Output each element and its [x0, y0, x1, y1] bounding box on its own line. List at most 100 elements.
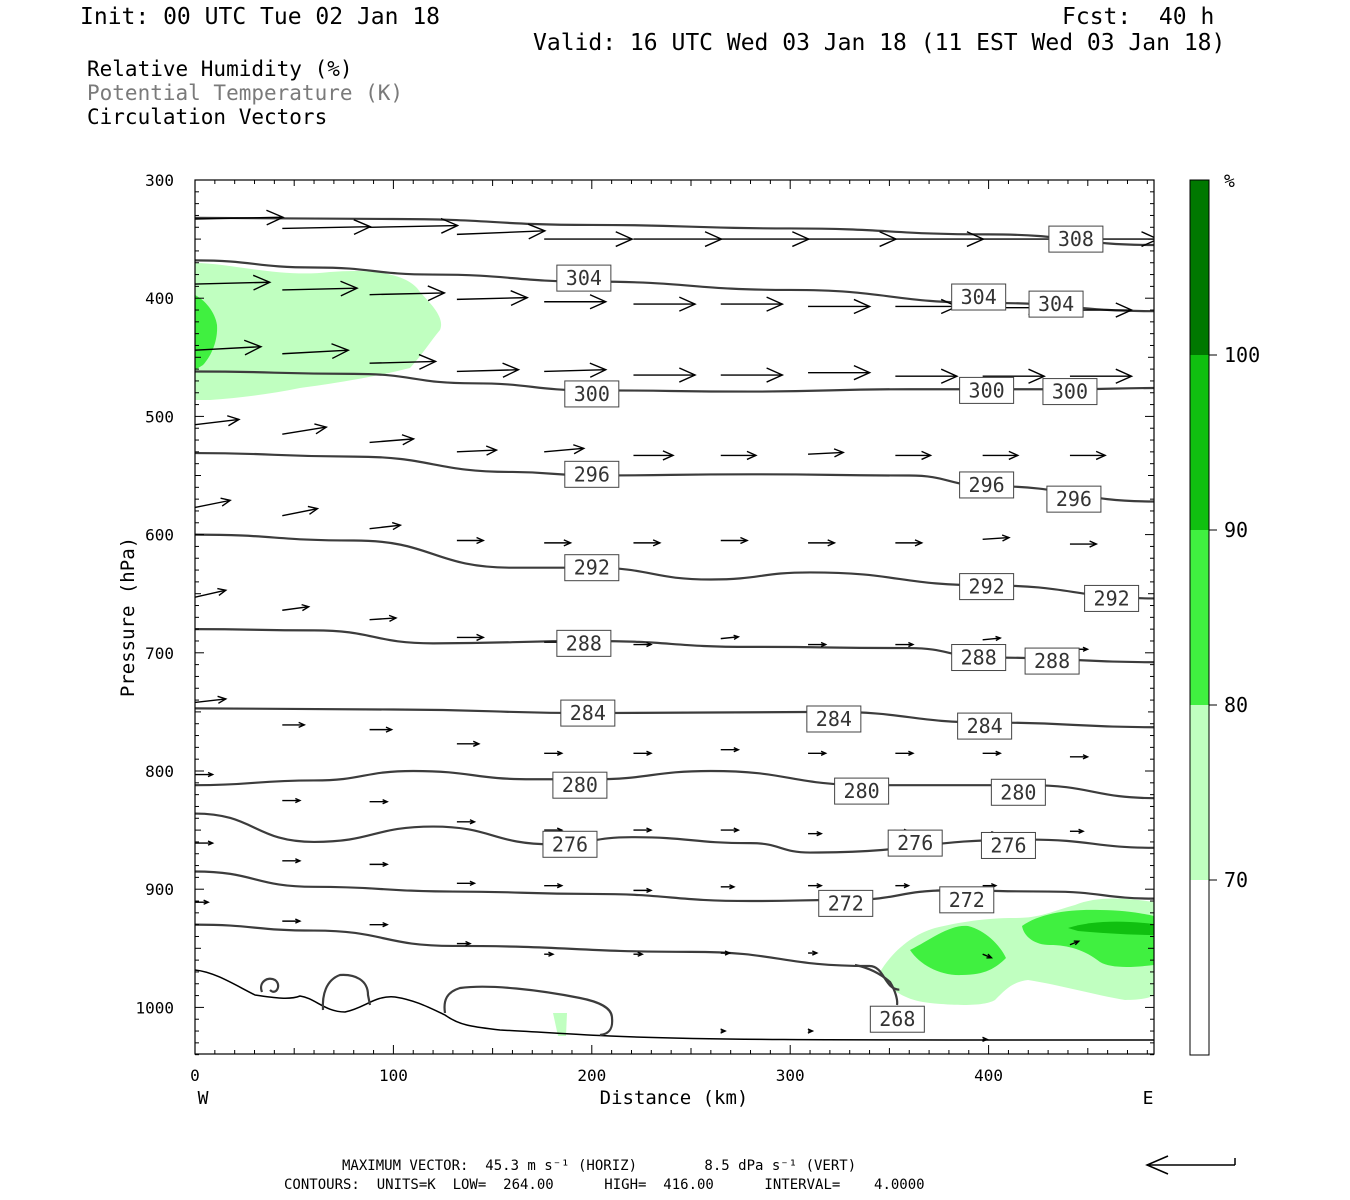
wind-vector: [1069, 754, 1090, 760]
contour-label-box: [887, 829, 943, 857]
wind-vector: [456, 223, 547, 240]
wind-vector: [633, 367, 697, 383]
wind-vector: [1069, 540, 1099, 548]
y-tick-labels: 300 400 500 600 700 800 900 1000: [135, 171, 174, 1017]
wind-vector: [982, 450, 1020, 461]
valid-time-label: Valid: 16 UTC Wed 03 Jan 18 (11 EST Wed …: [533, 30, 1226, 56]
wind-vector: [720, 231, 811, 248]
wind-vector: [195, 497, 232, 509]
wind-vector: [807, 1028, 815, 1034]
wind-vector: [456, 940, 472, 947]
wind-vector: [369, 921, 389, 928]
wind-vector: [369, 726, 394, 733]
colorbar-segment: [1190, 180, 1209, 355]
x-tick-label: 400: [974, 1066, 1003, 1085]
rh-80-area-east-1: [910, 925, 1006, 976]
theta-contour-268: [195, 923, 900, 991]
y-tick-label: 300: [145, 171, 174, 190]
wind-vector: [544, 444, 586, 455]
contour-label: 292: [574, 556, 610, 580]
wind-vector: [456, 819, 477, 825]
wind-vector: [282, 423, 328, 435]
wind-vector: [456, 536, 486, 545]
terrain-line: [195, 969, 1154, 1041]
wind-vector: [195, 209, 285, 226]
theta-contour-288: [195, 628, 1154, 664]
contour-label-box: [834, 777, 890, 805]
wind-vector: [808, 448, 845, 458]
contour-label: 288: [1034, 649, 1070, 673]
x-tick-label: 100: [379, 1066, 408, 1085]
theta-268-blob-3: [443, 985, 614, 1037]
wind-vector: [808, 231, 898, 248]
wind-vector: [195, 415, 241, 427]
wind-vector: [544, 231, 634, 248]
contour-label-box: [818, 889, 874, 917]
wind-vector: [633, 539, 662, 547]
wind-vector: [1069, 368, 1134, 384]
wind-vector: [195, 771, 215, 778]
wind-vector: [195, 587, 228, 598]
contour-label: 288: [961, 646, 997, 670]
wind-vector: [282, 797, 302, 804]
colorbar-level-label: 70: [1224, 868, 1248, 892]
wind-vector: [982, 953, 994, 959]
wind-vector: [895, 641, 915, 648]
colorbar-segment: [1190, 880, 1209, 1055]
wind-vector: [808, 882, 823, 889]
theta-contour-labels: 308 304 304 304 300 300 300 296 296 296 292 292 292 2…: [542, 225, 1140, 1033]
wind-vector: [808, 950, 819, 956]
contour-label: 284: [967, 714, 1003, 738]
wind-vector: [282, 858, 302, 864]
wind-vector: [369, 799, 389, 805]
x-end-east: E: [1143, 1088, 1154, 1109]
wind-vector: [369, 861, 389, 868]
terrain-boundary: [195, 963, 1154, 1041]
contour-label: 272: [949, 888, 985, 912]
wind-vector: [808, 364, 872, 381]
colorbar-level-label: 100: [1224, 343, 1260, 367]
wind-vector: [369, 614, 398, 623]
wind-vector: [633, 296, 697, 312]
wind-vector: [720, 950, 732, 956]
wind-vector: [544, 539, 573, 547]
wind-vector: [895, 450, 933, 461]
wind-vector: [720, 827, 741, 833]
wind-vector: [282, 280, 359, 297]
contour-label-box: [957, 712, 1013, 740]
x-end-west: W: [198, 1088, 209, 1109]
theta-contour-300: [195, 370, 1154, 393]
contour-label-box: [959, 573, 1015, 601]
contour-label-box: [1042, 378, 1098, 406]
wind-vector: [720, 1028, 727, 1034]
rh-colorbar: 70 80 90 100: [1189, 179, 1260, 1056]
contour-label-box: [959, 471, 1015, 499]
contour-label: 304: [961, 285, 997, 309]
contour-label-box: [564, 380, 620, 408]
y-tick-label: 600: [145, 526, 174, 545]
wind-vector: [282, 603, 311, 612]
contour-label-box: [806, 705, 862, 733]
colorbar-frame: [1189, 179, 1210, 1056]
contour-label-box: [951, 644, 1007, 672]
legend-relative-humidity: Relative Humidity (%): [87, 57, 353, 81]
contour-label: 284: [570, 701, 606, 725]
wind-vector: [720, 367, 785, 383]
contour-label-box: [556, 629, 612, 657]
colorbar-level-label: 80: [1224, 693, 1248, 717]
wind-vector: [456, 740, 481, 747]
wind-vector: [633, 750, 653, 756]
contour-label-box: [1024, 647, 1080, 675]
colorbar-level-label: 90: [1224, 518, 1248, 542]
y-tick-label: 1000: [135, 998, 174, 1017]
contour-label-box: [939, 886, 995, 914]
wind-vector: [456, 290, 530, 307]
rh-shading: [195, 263, 1154, 1036]
rh-70-area-west: [195, 263, 442, 400]
colorbar-unit: %: [1224, 171, 1235, 192]
contour-label: 296: [969, 473, 1005, 497]
wind-vector: [982, 635, 1002, 642]
theta-268-east: [854, 963, 899, 1006]
wind-vector: [633, 827, 653, 833]
